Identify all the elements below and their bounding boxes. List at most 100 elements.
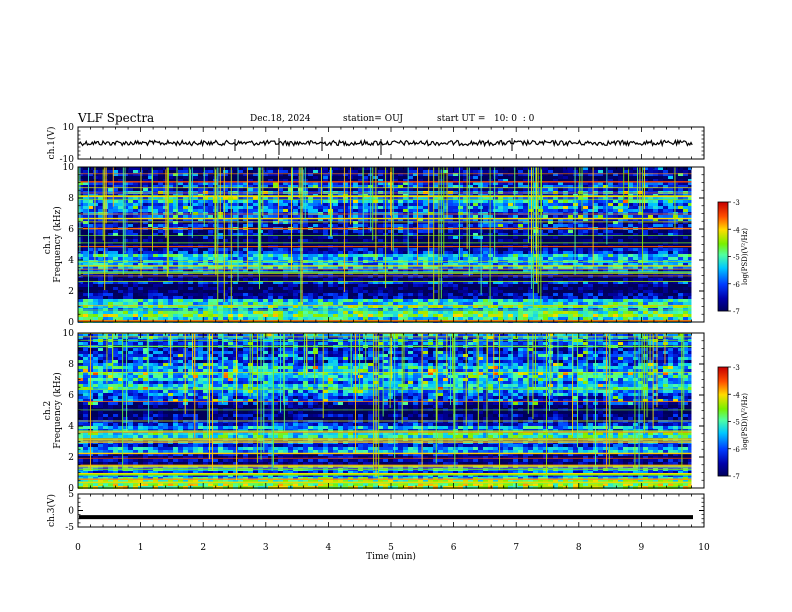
ch1-spectrogram-cell [638,254,643,257]
ch1-spectrogram-cell [578,179,583,182]
ch1-spectrogram-cell [78,236,83,239]
ch1-spectrogram-cell [313,230,318,233]
ch1-spectrogram-cell [278,248,283,251]
station-label: station= OUJ [343,114,404,124]
ch1-spectrogram-cell [203,182,208,185]
ch1-spectrogram-cell [88,251,93,254]
ch1-spectrogram-cell [198,176,203,179]
ch1-spectrogram-cell [543,281,548,284]
ch1-spectrogram-cell [333,269,338,272]
ch1-spectrogram-cell [558,170,563,173]
ch1-spectrogram-cell [458,254,463,257]
ch1-spectrogram-cell [613,275,618,278]
ch1-spectrogram-cell [453,170,458,173]
ch1-spectrogram-cell [363,218,368,221]
ch1-spectrogram-cell [543,212,548,215]
ch1-spectrogram-cell [198,185,203,188]
ch1-spectrogram-cell [418,275,423,278]
ch1-spectrogram-cell [183,200,188,203]
ch1-spectrogram-cell [318,206,323,209]
ch1-spectrogram-cell [598,197,603,200]
ch1-spectrogram-cell [108,263,113,266]
ch1-spectrogram-cell [428,233,433,236]
ch1-spectrogram-cell [128,167,133,170]
ch1-spectrogram-cell [598,170,603,173]
ch1-spectrogram-cell [668,167,673,170]
ch1-spectrogram-cell [513,278,518,281]
ch1-spectrogram-cell [288,284,293,287]
ch1-spectrogram-cell [353,281,358,284]
ch1-spectrogram-cell [133,233,138,236]
ch1-spectrogram-cell [303,239,308,242]
ch1-spectrogram-cell [168,269,173,272]
ch1-spectrogram-cell [158,224,163,227]
ch1-spectrogram-cell [588,212,593,215]
ch1-spectrogram-cell [398,212,403,215]
ch1-spectrogram-cell [588,233,593,236]
ch1-spectrogram-cell [263,230,268,233]
ch1-spectrogram-cell [83,263,88,266]
ch1-spectrogram-cell [203,236,208,239]
ch1-spectrogram-cell [93,179,98,182]
ch1-spectrogram-cell [598,221,603,224]
ch1-spectrogram-cell [468,278,473,281]
ch1-spectrogram-cell [683,218,688,221]
ch1-spectrogram-cell [118,191,123,194]
ch1-spectrogram-cell [338,236,343,239]
ch1-spectrogram-cell [668,248,673,251]
ch1-spectrogram-cell [363,221,368,224]
ch1-spectrogram-cell [578,266,583,269]
ch1-spectrogram-cell [623,239,628,242]
ch1-spectrogram-cell [138,179,143,182]
ch1-spectrogram-cell [443,263,448,266]
ch1-spectrogram-cell [688,170,692,173]
ch1-spectrogram-cell [618,173,623,176]
ch1-spectrogram-cell [263,209,268,212]
ch1-spectrogram-cell [603,170,608,173]
ch1-spectrogram-cell [178,248,183,251]
ch1-spectrogram-cell [438,242,443,245]
ch1-spectrogram-cell [153,257,158,260]
ch1-spectrogram-cell [628,173,633,176]
ch1-spectrogram-cell [643,206,648,209]
ch1-spectrogram-cell [433,233,438,236]
ch1-spectrogram-cell [583,203,588,206]
ch1-spectrogram-cell [103,257,108,260]
ch1-spectrogram-cell [358,179,363,182]
ch1-spectrogram-cell [178,254,183,257]
ch1-spectrogram-cell [268,242,273,245]
ch1-spectrogram-cell [293,182,298,185]
ch1-spectrogram-cell [343,176,348,179]
ch1-spectrogram-cell [498,266,503,269]
ch1-spectrogram-cell [158,218,163,221]
ch1-spectrogram-cell [93,233,98,236]
ch1-spectrogram-cell [633,212,638,215]
ch1-spectrogram-cell [453,203,458,206]
ch1-spectrogram-cell [338,185,343,188]
ch1-spectrogram-cell [413,221,418,224]
ch1-spectrogram-cell [288,263,293,266]
ch1-spectrogram-cell [633,197,638,200]
ch1-spectrogram-cell [403,218,408,221]
ch1-spectrogram-cell [598,206,603,209]
ch1-spectrogram-cell [438,224,443,227]
ch1-spectrogram-cell [678,191,683,194]
ch1-spectrogram-cell [568,182,573,185]
ch1-spectrogram-cell [643,251,648,254]
ch1-spectrogram-cell [283,206,288,209]
ch1-spectrogram-cell [203,278,208,281]
ch1-spectrogram-cell [423,203,428,206]
ch1-spectrogram-cell [148,182,153,185]
ch1-spectrogram-cell [93,200,98,203]
ch1-spectrogram-cell [448,203,453,206]
ch1-spectrogram-cell [83,203,88,206]
ch1-spectrogram-cell [413,281,418,284]
ch1-spectrogram-cell [513,224,518,227]
ch1-spectrogram-cell [233,182,238,185]
ch1-spectrogram-cell [398,239,403,242]
ch1-spectrogram-cell [493,248,498,251]
ch1-spectrogram-cell [283,236,288,239]
ch1-spectrogram-cell [528,239,533,242]
ch1-spectrogram-cell [273,257,278,260]
ch1-spectrogram-cell [83,242,88,245]
